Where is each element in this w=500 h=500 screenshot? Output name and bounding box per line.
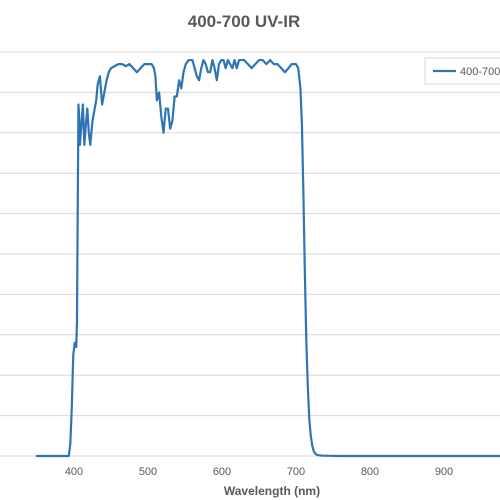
chart-title: 400-700 UV-IR: [188, 12, 300, 31]
x-tick-label-800: 800: [361, 466, 379, 478]
x-tick-label-700: 700: [287, 466, 305, 478]
legend: 400-700 UV-IR: [424, 57, 500, 85]
legend-entry-label: 400-700 UV-IR: [460, 66, 500, 78]
gridlines: [0, 51, 500, 457]
x-tick-label-900: 900: [435, 466, 453, 478]
x-axis-ticks: 4005006007008009001000: [65, 466, 453, 478]
x-axis-label: Wavelength (nm): [224, 484, 320, 498]
series-layer: [35, 58, 500, 458]
x-tick-label-500: 500: [139, 466, 157, 478]
x-tick-label-400: 400: [65, 466, 83, 478]
x-tick-label-600: 600: [213, 466, 231, 478]
series-line-0: [35, 58, 500, 458]
